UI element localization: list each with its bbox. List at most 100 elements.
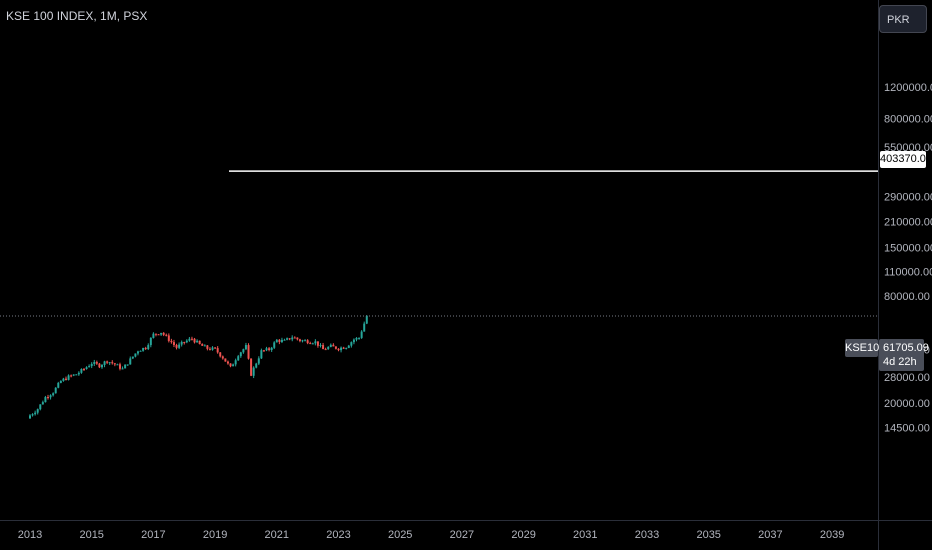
candle-body bbox=[77, 372, 80, 375]
candle-body bbox=[283, 339, 286, 341]
candle-body bbox=[162, 332, 165, 335]
candle-body bbox=[39, 404, 42, 410]
candle-body bbox=[206, 345, 209, 349]
candle-body bbox=[201, 344, 204, 346]
candle-body bbox=[129, 358, 132, 365]
candle-body bbox=[322, 345, 325, 350]
price-tick-label: 210000.00 bbox=[884, 216, 932, 228]
candle-body bbox=[314, 341, 317, 344]
candle-body bbox=[342, 347, 345, 349]
price-tick-label: 1200000.00 bbox=[884, 82, 932, 94]
time-tick-label: 2025 bbox=[388, 529, 412, 541]
candle-body bbox=[154, 333, 157, 335]
candle-body bbox=[355, 337, 358, 340]
candle-body bbox=[337, 348, 340, 351]
candle-body bbox=[260, 350, 263, 359]
candle-body bbox=[175, 344, 178, 348]
candle-body bbox=[98, 363, 101, 368]
candle-body bbox=[54, 387, 57, 394]
last-price-value: 61705.09 bbox=[883, 342, 929, 354]
candle-body bbox=[334, 346, 337, 349]
candle-body bbox=[126, 364, 129, 366]
candle-body bbox=[360, 331, 363, 338]
candle-body bbox=[188, 338, 191, 341]
candle-body bbox=[286, 338, 289, 340]
time-tick-label: 2035 bbox=[696, 529, 720, 541]
time-tick-label: 2037 bbox=[758, 529, 782, 541]
price-tick-label: 20000.00 bbox=[884, 398, 930, 410]
candle-body bbox=[296, 337, 299, 340]
candle-body bbox=[301, 340, 304, 342]
time-tick-label: 2033 bbox=[635, 529, 659, 541]
candle-group bbox=[29, 314, 368, 419]
candle-body bbox=[59, 380, 62, 383]
candle-body bbox=[242, 349, 245, 353]
time-tick-label: 2023 bbox=[326, 529, 350, 541]
candle-body bbox=[82, 369, 85, 371]
candle-body bbox=[116, 364, 119, 366]
candle-body bbox=[167, 335, 170, 341]
candle-body bbox=[142, 347, 145, 351]
candle-body bbox=[309, 343, 312, 345]
candle-body bbox=[34, 412, 37, 415]
candle-body bbox=[345, 347, 348, 349]
candle-body bbox=[237, 356, 240, 361]
candle-body bbox=[136, 351, 139, 354]
candle-body bbox=[275, 339, 278, 343]
candle-body bbox=[358, 337, 361, 339]
candle-body bbox=[332, 344, 335, 347]
candle-body bbox=[288, 338, 291, 340]
time-axis: 2013 2015 2017 2019 2021 2023 2025 2027 2029 2031… bbox=[18, 529, 845, 541]
candle-body bbox=[108, 362, 111, 364]
price-axis: 1200000.00800000.00550000.00290000.00210… bbox=[884, 82, 932, 435]
candle-body bbox=[70, 375, 73, 377]
candle-body bbox=[31, 414, 34, 416]
candle-body bbox=[29, 415, 31, 419]
candle-body bbox=[273, 342, 276, 348]
time-tick-label: 2027 bbox=[450, 529, 474, 541]
candle-body bbox=[85, 367, 88, 370]
bar-countdown: 4d 22h bbox=[883, 356, 917, 368]
candle-body bbox=[49, 395, 52, 398]
candle-body bbox=[147, 345, 150, 349]
candle-body bbox=[257, 358, 260, 364]
candle-body bbox=[319, 345, 322, 347]
candle-body bbox=[52, 393, 55, 396]
candle-body bbox=[280, 339, 283, 342]
candle-body bbox=[244, 345, 247, 350]
candle-body bbox=[75, 374, 78, 376]
candle-body bbox=[316, 341, 319, 346]
candle-body bbox=[106, 361, 109, 363]
candle-body bbox=[139, 350, 142, 352]
candle-body bbox=[165, 334, 168, 336]
price-tick-label: 28000.00 bbox=[884, 372, 930, 384]
time-tick-label: 2031 bbox=[573, 529, 597, 541]
candle-body bbox=[90, 363, 93, 367]
price-tick-label: 150000.00 bbox=[884, 242, 932, 254]
candle-body bbox=[144, 347, 147, 349]
candle-body bbox=[131, 356, 134, 359]
candle-body bbox=[72, 374, 75, 376]
price-tick-label: 80000.00 bbox=[884, 291, 930, 303]
candle-body bbox=[183, 341, 186, 343]
candle-body bbox=[219, 352, 222, 357]
time-tick-label: 2039 bbox=[820, 529, 844, 541]
candle-body bbox=[80, 369, 83, 373]
candle-body bbox=[172, 342, 175, 345]
candle-body bbox=[67, 375, 70, 380]
last-price-tag: 61705.09 4d 22h bbox=[879, 339, 929, 371]
candle-body bbox=[304, 340, 307, 342]
candle-body bbox=[239, 352, 242, 357]
candle-body bbox=[193, 338, 196, 343]
horizontal-line-price-label: 403370.01 bbox=[880, 151, 932, 168]
candle-body bbox=[226, 361, 229, 364]
candle-body bbox=[340, 347, 343, 351]
candle-body bbox=[93, 362, 96, 364]
candle-body bbox=[270, 347, 273, 351]
candle-body bbox=[170, 340, 173, 343]
candle-body bbox=[229, 363, 232, 367]
candle-body bbox=[347, 345, 350, 348]
currency-button[interactable]: PKR bbox=[879, 5, 927, 33]
time-tick-label: 2015 bbox=[79, 529, 103, 541]
